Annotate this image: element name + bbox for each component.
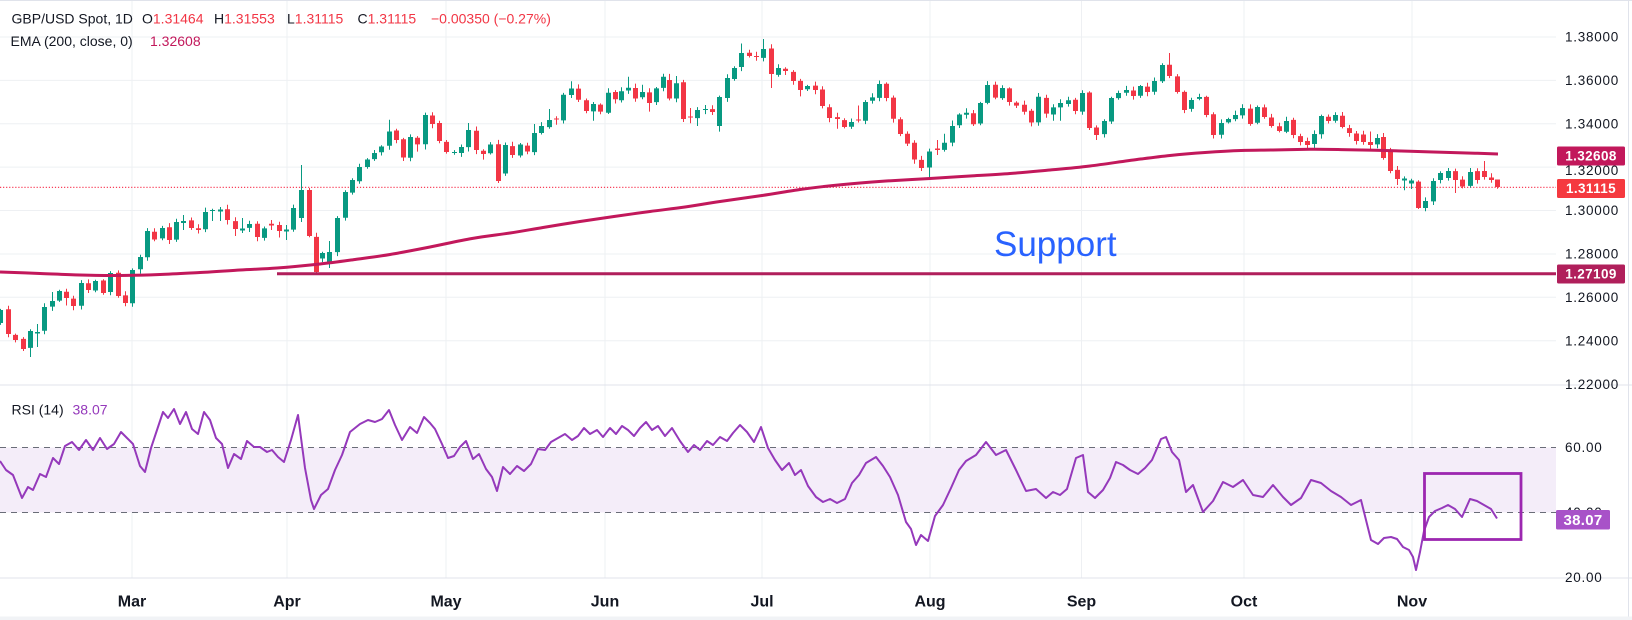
svg-text:1.24000: 1.24000	[1565, 333, 1619, 348]
svg-text:RSI (14)38.07: RSI (14) 38.07	[12, 402, 108, 418]
svg-text:Aug: Aug	[914, 594, 945, 611]
svg-text:Apr: Apr	[273, 594, 301, 611]
svg-text:Sep: Sep	[1067, 594, 1097, 611]
svg-text:Nov: Nov	[1397, 594, 1427, 611]
svg-text:1.34000: 1.34000	[1565, 117, 1619, 132]
svg-text:1.32000: 1.32000	[1565, 163, 1619, 178]
svg-text:May: May	[430, 594, 461, 611]
svg-text:1.31115: 1.31115	[1566, 181, 1616, 196]
svg-text:Jun: Jun	[591, 594, 619, 611]
svg-text:1.36000: 1.36000	[1565, 73, 1619, 88]
svg-text:60.00: 60.00	[1565, 440, 1603, 455]
svg-text:1.22000: 1.22000	[1565, 377, 1619, 392]
svg-text:1.27109: 1.27109	[1565, 267, 1617, 282]
svg-text:Jul: Jul	[750, 594, 773, 611]
svg-text:Mar: Mar	[118, 594, 146, 611]
svg-text:EMA (200, close, 0)1.32608: EMA (200, close, 0) 1.32608	[11, 33, 201, 49]
svg-text:20.00: 20.00	[1565, 570, 1603, 585]
svg-text:1.26000: 1.26000	[1565, 290, 1619, 305]
svg-text:38.07: 38.07	[1563, 512, 1602, 529]
svg-text:1.28000: 1.28000	[1565, 247, 1619, 262]
svg-text:Oct: Oct	[1231, 594, 1258, 611]
svg-text:Support: Support	[994, 225, 1117, 264]
svg-text:1.30000: 1.30000	[1565, 203, 1619, 218]
svg-text:1.32608: 1.32608	[1565, 149, 1617, 164]
svg-text:1.38000: 1.38000	[1565, 30, 1619, 45]
